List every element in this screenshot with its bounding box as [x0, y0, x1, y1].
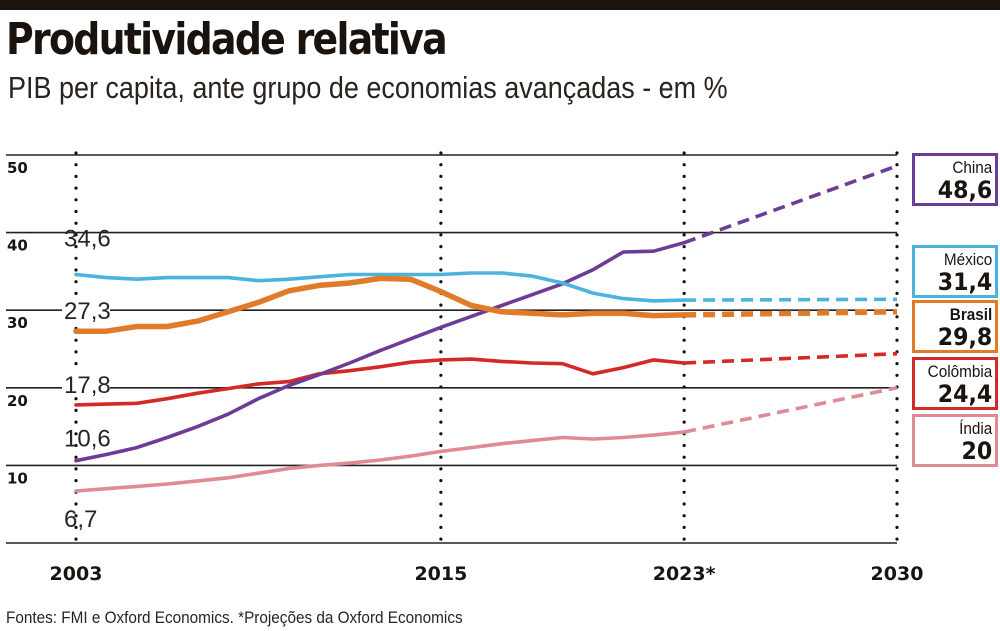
source-note: Fontes: FMI e Oxford Economics. *Projeçõ…	[6, 608, 463, 627]
legend-item-india: Índia 20	[912, 414, 998, 467]
legend-country-name: Colômbia	[927, 362, 993, 381]
legend-end-value: 20	[961, 437, 993, 465]
y-tick-label: 40	[7, 237, 28, 255]
legend-item-china: China 48,6	[912, 153, 998, 206]
start-label-bg	[62, 372, 110, 397]
series-lines	[73, 164, 898, 493]
projection-line-colombia	[684, 351, 898, 365]
chart-subtitle: PIB per capita, ante grupo de economias …	[8, 70, 728, 105]
legend-end-value: 24,4	[937, 380, 993, 408]
y-tick-label: 50	[7, 159, 28, 177]
gridlines	[6, 154, 897, 544]
series-line-colombia	[74, 357, 686, 407]
start-value-labels: 10,6 34,6 27,3 17,8 6,7	[62, 226, 111, 533]
series-line-china	[74, 240, 686, 463]
legend-item-colombia: Colômbia 24,4	[912, 357, 998, 410]
projection-line-china	[683, 164, 898, 245]
x-axis-ticks: 2003 2015 2023* 2030	[50, 563, 924, 585]
start-label-bg	[62, 299, 110, 324]
y-tick-label: 30	[7, 314, 28, 332]
year-markers	[74, 151, 899, 549]
start-label-brasil: 27,3	[64, 298, 111, 325]
projection-line-mexico	[684, 297, 898, 302]
start-label-india: 6,7	[64, 506, 97, 533]
series-line-brasil	[73, 275, 687, 334]
x-tick-label: 2030	[871, 563, 924, 585]
y-axis-ticks: 10 20 30 40 50	[7, 159, 28, 487]
y-tick-label: 10	[7, 469, 28, 487]
start-label-mexico: 34,6	[64, 226, 111, 253]
legend-country-name: Índia	[959, 419, 993, 438]
chart-title: Produtividade relativa	[6, 14, 448, 65]
legend-item-mexico: México 31,4	[912, 245, 998, 298]
projection-line-brasil	[684, 309, 898, 318]
legend-country-name: Brasil	[949, 305, 993, 324]
projection-line-india	[683, 386, 898, 434]
legend-item-brasil: Brasil 29,8	[912, 300, 998, 353]
y-tick-label: 20	[7, 392, 28, 410]
x-tick-label: 2015	[414, 563, 467, 585]
series-line-india	[74, 430, 686, 493]
legend-country-name: México	[943, 250, 993, 269]
legend-end-value: 29,8	[937, 323, 993, 351]
x-tick-label: 2003	[50, 563, 103, 585]
x-tick-label: 2023*	[653, 563, 716, 585]
legend-end-value: 31,4	[937, 268, 993, 296]
start-label-china: 10,6	[64, 426, 111, 453]
series-line-mexico	[74, 271, 686, 303]
top-rule	[0, 0, 1000, 10]
start-label-colombia: 17,8	[64, 372, 111, 399]
legend-country-name: China	[952, 158, 993, 177]
legend-end-value: 48,6	[937, 176, 993, 204]
